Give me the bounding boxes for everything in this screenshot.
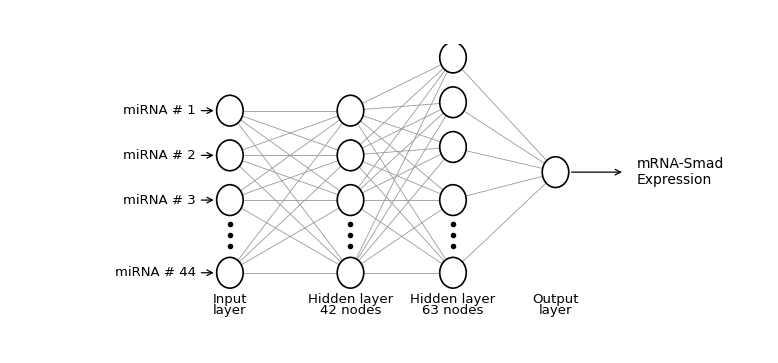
Ellipse shape [440,257,466,288]
Ellipse shape [440,42,466,73]
Text: 42 nodes: 42 nodes [320,305,381,318]
Ellipse shape [440,132,466,162]
Ellipse shape [542,157,569,188]
Text: layer: layer [538,305,573,318]
Ellipse shape [216,95,244,126]
Ellipse shape [337,140,364,171]
Text: Hidden layer: Hidden layer [411,293,496,306]
Text: Output: Output [532,293,579,306]
Text: Input: Input [212,293,247,306]
Text: Hidden layer: Hidden layer [308,293,393,306]
Ellipse shape [337,95,364,126]
Ellipse shape [440,87,466,118]
Text: miRNA # 1: miRNA # 1 [123,104,195,117]
Text: miRNA # 2: miRNA # 2 [123,149,195,162]
Text: 63 nodes: 63 nodes [422,305,484,318]
Ellipse shape [216,140,244,171]
Ellipse shape [337,257,364,288]
Text: layer: layer [213,305,247,318]
Text: mRNA-Smad
Expression: mRNA-Smad Expression [637,157,724,187]
Ellipse shape [440,185,466,216]
Ellipse shape [216,185,244,216]
Text: miRNA # 3: miRNA # 3 [123,193,195,207]
Text: miRNA # 44: miRNA # 44 [114,266,195,279]
Ellipse shape [216,257,244,288]
Ellipse shape [337,185,364,216]
